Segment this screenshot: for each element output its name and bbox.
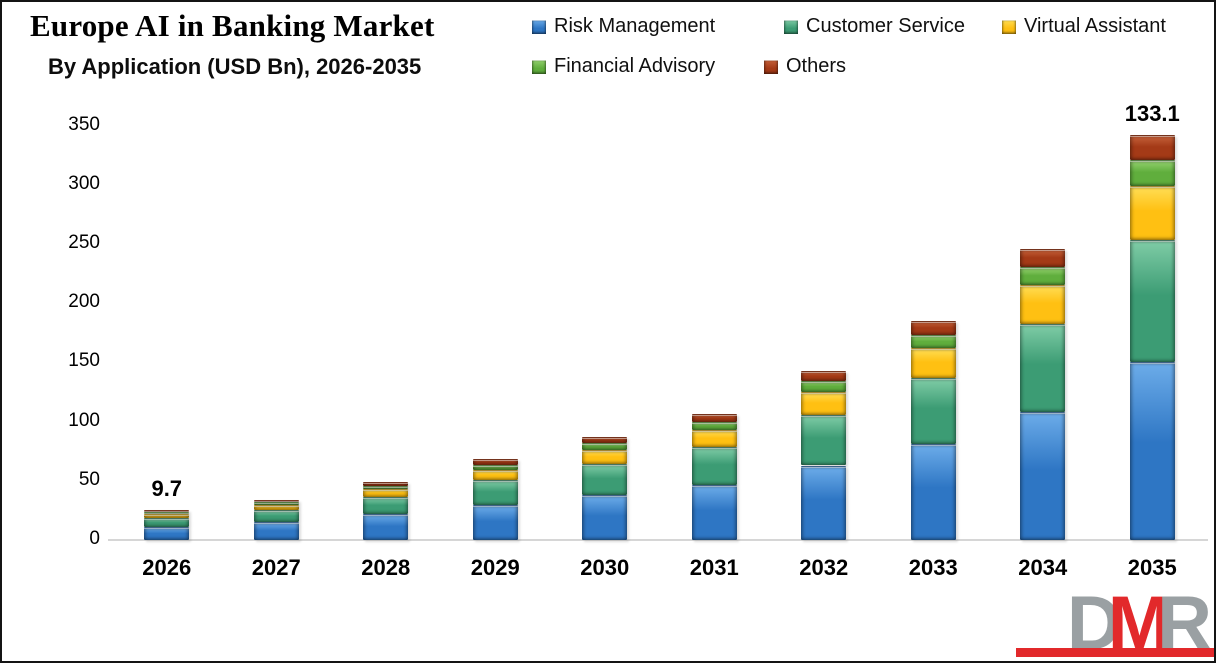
legend-item-customer-service: Customer Service	[784, 12, 1002, 41]
bar-segment-others	[253, 499, 299, 503]
x-axis-label: 2035	[1127, 555, 1177, 580]
bar-segment-risk-management	[582, 494, 628, 540]
logo-letter: R	[1157, 581, 1212, 663]
x-axis-label: 2027	[251, 555, 301, 580]
legend-label: Financial Advisory	[554, 55, 716, 77]
x-axis-label: 2029	[470, 555, 520, 580]
bar-segment-customer-service	[1020, 324, 1066, 412]
bar-segment-customer-service	[1129, 240, 1175, 362]
bar-segment-others	[144, 510, 190, 513]
bar-segment-financial-advisory	[363, 485, 409, 490]
bar-segment-risk-management	[801, 465, 847, 540]
bar-segment-customer-service	[691, 447, 737, 485]
bar-segment-financial-advisory	[691, 422, 737, 431]
y-axis-tick-label: 150	[68, 350, 100, 372]
legend: Risk Management Customer Service Virtual A…	[532, 12, 1214, 81]
x-axis-label: 2028	[361, 555, 411, 580]
logo-letter: D	[1066, 581, 1122, 663]
bar-segment-others	[801, 370, 847, 382]
legend-label: Virtual Assistant	[1024, 15, 1166, 37]
bar-segment-risk-management	[1129, 361, 1175, 540]
bar-segment-financial-advisory	[253, 502, 299, 505]
bar-segment-virtual-assistant	[910, 348, 956, 378]
legend-item-financial-advisory: Financial Advisory	[532, 52, 764, 81]
logo-letter: M	[1107, 581, 1171, 663]
bar-segment-virtual-assistant	[691, 430, 737, 448]
bar-segment-virtual-assistant	[582, 449, 628, 464]
y-axis-tick-label: 350	[68, 113, 100, 135]
bar-segment-others	[363, 481, 409, 486]
bar-segment-virtual-assistant	[472, 469, 518, 481]
bar-segment-risk-management	[910, 443, 956, 540]
y-axis-tick-label: 50	[78, 468, 100, 490]
legend-color-swatch	[784, 19, 798, 34]
y-axis-tick-label: 250	[68, 232, 100, 254]
legend-color-swatch	[764, 59, 778, 74]
bar-segment-customer-service	[801, 414, 847, 466]
bar-segment-customer-service	[472, 480, 518, 505]
x-axis-label: 2034	[1018, 555, 1068, 580]
legend-item-risk-management: Risk Management	[532, 12, 784, 41]
legend-color-swatch	[1002, 19, 1016, 34]
chart-subtitle: By Application (USD Bn), 2026-2035	[48, 54, 422, 79]
bar-segment-risk-management	[1020, 411, 1066, 540]
bar-segment-customer-service	[253, 510, 299, 523]
x-axis-label: 2030	[580, 555, 630, 580]
bar-segment-others	[1020, 248, 1066, 267]
legend-label: Risk Management	[554, 15, 716, 37]
x-axis-label: 2033	[908, 555, 958, 580]
legend-item-others: Others	[764, 52, 914, 81]
bar-segment-others	[582, 436, 628, 444]
bar-segment-others	[910, 320, 956, 335]
bar-segment-risk-management	[144, 526, 190, 540]
logo-underline-bar	[1016, 648, 1214, 657]
bar-segment-risk-management	[472, 504, 518, 540]
bar-segment-customer-service	[363, 497, 409, 515]
bar-segment-financial-advisory	[144, 512, 190, 515]
legend-color-swatch	[532, 19, 546, 34]
bar-segment-virtual-assistant	[801, 391, 847, 415]
bar-segment-financial-advisory	[582, 443, 628, 450]
legend-label: Customer Service	[806, 15, 965, 37]
legend-color-swatch	[532, 59, 546, 74]
bar-segment-financial-advisory	[1129, 160, 1175, 186]
bar-segment-virtual-assistant	[253, 504, 299, 511]
x-axis-label: 2031	[689, 555, 739, 580]
x-axis-label: 2032	[799, 555, 849, 580]
bar-segment-customer-service	[582, 463, 628, 495]
bar-segment-virtual-assistant	[144, 514, 190, 519]
y-axis-tick-label: 0	[89, 528, 100, 550]
legend-item-virtual-assistant: Virtual Assistant	[1002, 12, 1180, 41]
bar-segment-financial-advisory	[801, 381, 847, 392]
x-axis-label: 2026	[142, 555, 192, 580]
bar-segment-customer-service	[910, 377, 956, 444]
bar-segment-others	[691, 414, 737, 423]
bar-segment-risk-management	[253, 522, 299, 540]
bar-segment-virtual-assistant	[1129, 185, 1175, 241]
bar-segment-financial-advisory	[910, 334, 956, 349]
bar-segment-virtual-assistant	[1020, 285, 1066, 325]
y-axis-tick-label: 200	[68, 291, 100, 313]
bar-segment-financial-advisory	[472, 464, 518, 470]
data-label: 133.1	[1124, 100, 1180, 126]
bar-segment-risk-management	[363, 514, 409, 540]
bar-segment-virtual-assistant	[363, 489, 409, 497]
y-axis-tick-label: 100	[68, 409, 100, 431]
x-axis-line	[108, 539, 1208, 541]
bar-segment-customer-service	[144, 518, 190, 527]
chart-title: Europe AI in Banking Market	[30, 8, 435, 43]
bar-segment-financial-advisory	[1020, 266, 1066, 286]
bar-segment-others	[1129, 134, 1175, 161]
y-axis-tick-label: 300	[68, 172, 100, 194]
data-label: 9.7	[151, 476, 183, 502]
bar-segment-others	[472, 459, 518, 465]
legend-label: Others	[786, 55, 847, 77]
bar-segment-risk-management	[691, 484, 737, 540]
